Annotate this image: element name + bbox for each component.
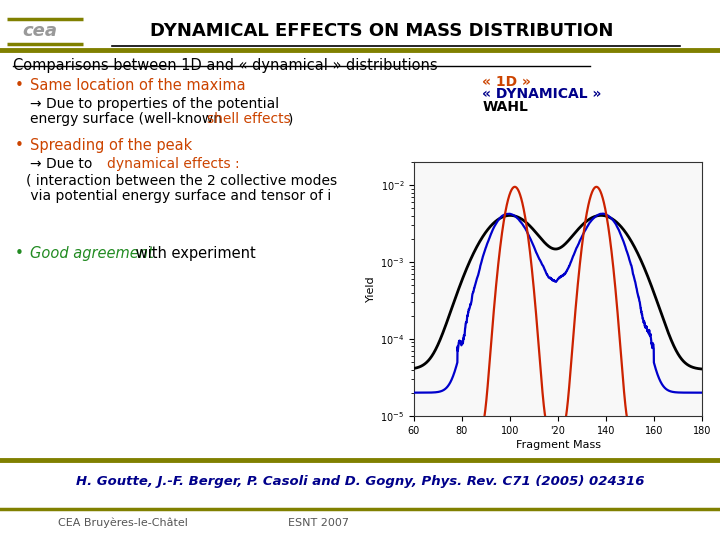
Text: •: • (14, 78, 23, 93)
X-axis label: Fragment Mass: Fragment Mass (516, 440, 600, 450)
Y-axis label: Yield: Yield (366, 275, 376, 302)
Text: Good agreement: Good agreement (30, 246, 154, 261)
Text: shell effects: shell effects (207, 112, 290, 126)
Text: Same location of the maxima: Same location of the maxima (30, 78, 246, 93)
Text: CEA Bruyères-le-Châtel: CEA Bruyères-le-Châtel (58, 517, 187, 528)
Text: Comparisons between 1D and « dynamical » distributions: Comparisons between 1D and « dynamical »… (13, 58, 438, 73)
Text: via potential energy surface and tensor of i: via potential energy surface and tensor … (26, 189, 331, 203)
Text: « 1D »: « 1D » (482, 75, 531, 89)
Text: ( interaction between the 2 collective modes: ( interaction between the 2 collective m… (26, 174, 337, 188)
Text: DYNAMICAL EFFECTS ON MASS DISTRIBUTION: DYNAMICAL EFFECTS ON MASS DISTRIBUTION (150, 22, 613, 40)
Text: « DYNAMICAL »: « DYNAMICAL » (482, 87, 602, 102)
Text: •: • (14, 138, 23, 153)
Text: WAHL: WAHL (482, 100, 528, 114)
Text: → Due to: → Due to (30, 157, 97, 171)
Text: •: • (14, 246, 23, 261)
Text: ): ) (288, 112, 293, 126)
Text: dynamical effects :: dynamical effects : (107, 157, 239, 171)
Text: H. Goutte, J.-F. Berger, P. Casoli and D. Gogny, Phys. Rev. C71 (2005) 024316: H. Goutte, J.-F. Berger, P. Casoli and D… (76, 475, 644, 488)
Text: ESNT 2007: ESNT 2007 (288, 518, 349, 528)
Text: energy surface (well-known: energy surface (well-known (30, 112, 227, 126)
Text: cea: cea (22, 22, 57, 40)
Text: Spreading of the peak: Spreading of the peak (30, 138, 192, 153)
Text: with experiment: with experiment (131, 246, 256, 261)
Text: → Due to properties of the potential: → Due to properties of the potential (30, 97, 279, 111)
